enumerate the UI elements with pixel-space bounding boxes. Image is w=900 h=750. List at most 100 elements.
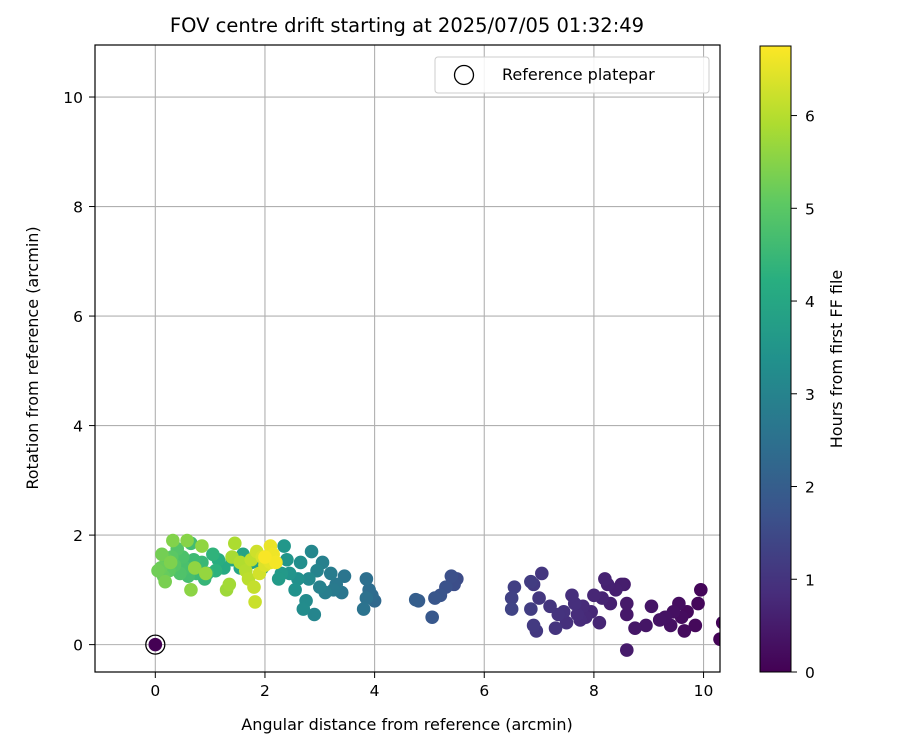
colorbar-gradient	[759, 45, 792, 673]
data-point	[269, 555, 283, 570]
data-point	[312, 580, 327, 594]
data-point	[715, 616, 720, 629]
colorbar-tick-label: 5	[805, 200, 815, 218]
x-tick-label: 0	[150, 682, 160, 700]
data-point	[307, 607, 322, 622]
colorbar-tick-label: 2	[805, 479, 815, 497]
legend-label: Reference platepar	[502, 65, 655, 84]
x-tick-label: 2	[260, 682, 270, 700]
legend-box	[434, 56, 710, 94]
data-point	[280, 552, 294, 567]
x-tick-label: 10	[694, 682, 714, 700]
data-point	[304, 544, 319, 559]
data-point	[444, 569, 459, 583]
data-point	[248, 595, 262, 609]
data-point	[598, 572, 612, 586]
data-point	[302, 572, 316, 586]
y-tick-label: 6	[73, 308, 83, 326]
data-point	[628, 621, 642, 635]
data-point	[677, 624, 692, 638]
chart-title: FOV centre drift starting at 2025/07/05 …	[170, 14, 644, 37]
data-point	[187, 561, 202, 575]
colorbar-tick-label: 0	[805, 664, 815, 682]
data-point	[337, 569, 352, 583]
data-point	[296, 602, 311, 616]
data-point	[524, 574, 538, 589]
data-point	[425, 610, 439, 625]
y-tick-label: 10	[63, 89, 83, 107]
data-point	[195, 539, 209, 553]
grid-lines	[95, 45, 720, 672]
colorbar-tick-label: 1	[805, 571, 815, 589]
x-axis-ticks: 0 2 4 6 8 10	[150, 672, 713, 700]
data-point	[504, 602, 519, 616]
data-point	[688, 618, 703, 633]
data-point	[565, 588, 579, 603]
data-point	[271, 572, 286, 586]
legend: Reference platepar	[434, 56, 710, 94]
x-tick-label: 4	[370, 682, 380, 700]
x-axis-label: Angular distance from reference (arcmin)	[241, 715, 572, 734]
colorbar-ticks: 0 1 2 3 4 5 6	[791, 108, 815, 682]
data-point	[222, 577, 237, 592]
colorbar-tick-label: 4	[805, 293, 815, 311]
reference-marker-group	[145, 634, 166, 655]
data-point	[356, 602, 371, 616]
data-point	[180, 533, 194, 548]
data-point	[277, 539, 291, 553]
data-point	[548, 621, 563, 635]
data-point	[559, 615, 574, 630]
data-point	[151, 563, 165, 578]
data-point	[408, 592, 423, 607]
data-point	[158, 574, 172, 589]
y-axis-ticks: 0 2 4 6 8 10	[63, 89, 95, 655]
data-point	[163, 555, 178, 570]
data-point	[713, 632, 720, 646]
colorbar-tick-label: 3	[805, 386, 815, 404]
data-points	[148, 533, 720, 657]
x-tick-label: 6	[479, 682, 489, 700]
data-point	[592, 615, 607, 630]
data-point	[543, 599, 557, 614]
data-point	[310, 563, 324, 578]
y-tick-label: 0	[73, 637, 83, 655]
data-point	[570, 607, 585, 622]
data-point	[644, 599, 659, 614]
plot-frame	[94, 44, 721, 673]
data-point	[258, 550, 272, 564]
colorbar: 0 1 2 3 4 5 6 Hours from first FF file	[759, 45, 846, 682]
colorbar-tick-label: 6	[805, 108, 815, 126]
data-point	[551, 607, 566, 622]
data-point	[184, 583, 198, 597]
data-point	[206, 547, 220, 562]
data-point	[166, 533, 180, 548]
colorbar-label: Hours from first FF file	[827, 270, 846, 449]
data-point	[155, 547, 169, 562]
data-point	[691, 596, 705, 611]
y-tick-label: 2	[73, 527, 83, 545]
data-point	[587, 588, 601, 603]
data-point	[619, 607, 634, 622]
data-point	[359, 572, 374, 586]
data-point	[293, 555, 308, 570]
y-tick-label: 8	[73, 199, 83, 217]
legend-marker-icon	[453, 64, 475, 86]
data-point	[694, 583, 708, 597]
data-point	[507, 580, 522, 594]
data-point	[526, 618, 541, 633]
data-point	[247, 580, 261, 594]
data-point	[198, 566, 213, 581]
data-point	[619, 596, 634, 611]
data-point	[323, 566, 338, 581]
y-axis-label: Rotation from reference (arcmin)	[23, 226, 42, 489]
data-point	[148, 637, 163, 652]
data-point	[535, 566, 549, 581]
x-tick-label: 8	[589, 682, 599, 700]
data-point	[619, 643, 634, 657]
data-point	[524, 602, 538, 616]
data-point	[652, 613, 667, 627]
data-point	[504, 591, 519, 605]
data-point	[532, 591, 546, 605]
data-point	[288, 583, 302, 597]
